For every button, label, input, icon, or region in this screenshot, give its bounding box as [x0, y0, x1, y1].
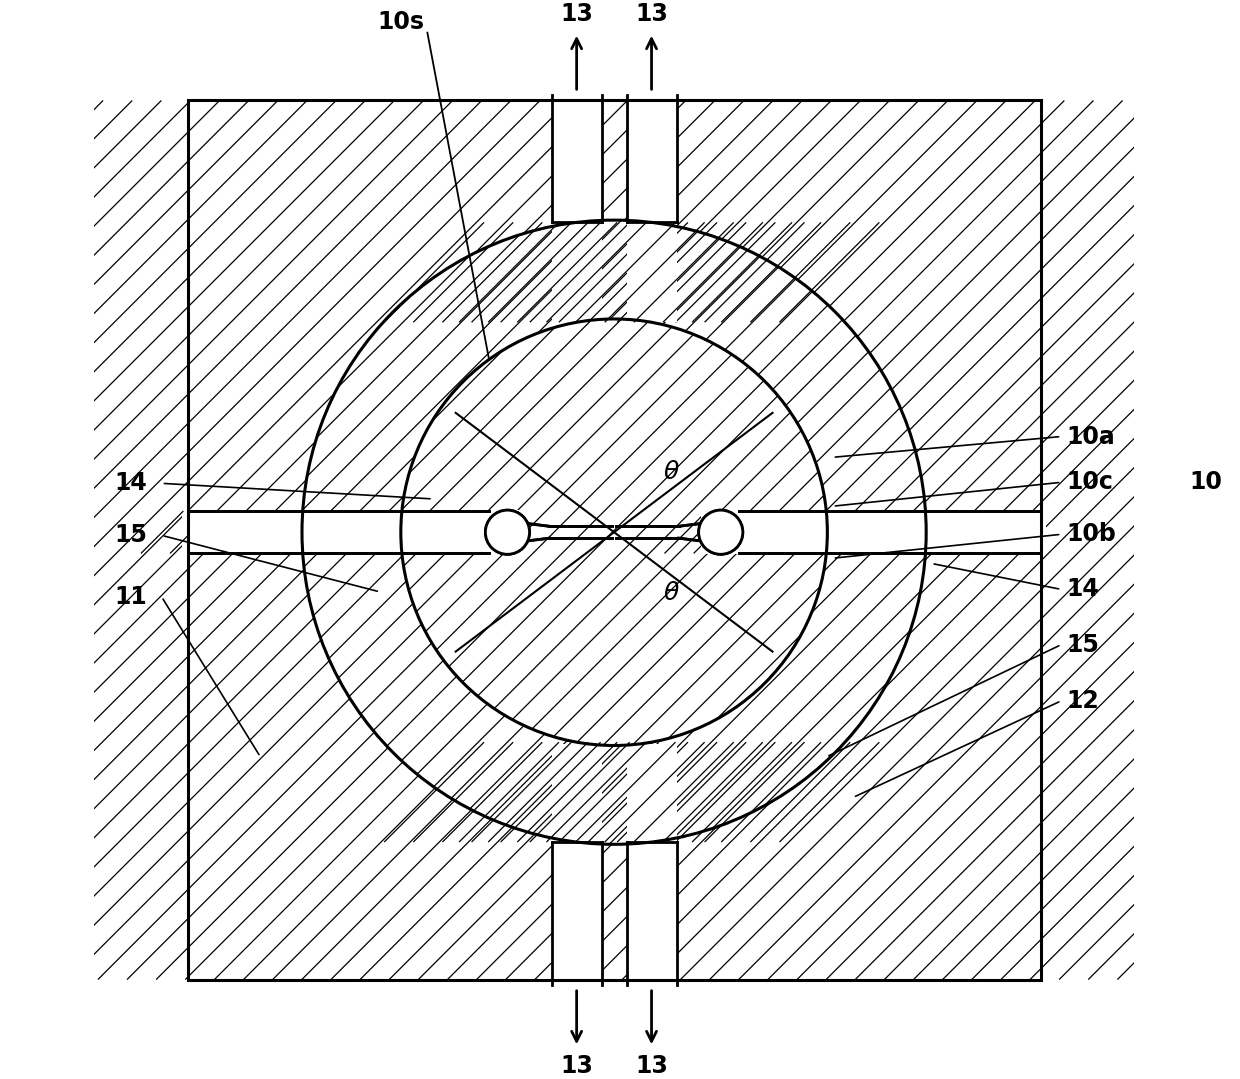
Text: 11: 11: [114, 585, 146, 609]
Circle shape: [485, 510, 529, 555]
Text: 13: 13: [635, 1054, 668, 1078]
Bar: [187, 100, 1040, 980]
Bar: [182, 511, 1045, 554]
Bar: [826, 511, 1040, 554]
Text: 14: 14: [114, 472, 146, 495]
Bar: [552, 745, 601, 982]
Bar: [552, 95, 601, 985]
Bar: [626, 742, 677, 842]
Bar: [552, 222, 601, 323]
Circle shape: [303, 220, 926, 844]
Bar: [552, 742, 601, 842]
Text: 10: 10: [1189, 470, 1223, 494]
Text: 10b: 10b: [1066, 522, 1116, 546]
Text: 10s: 10s: [377, 11, 424, 35]
Bar: [187, 100, 1040, 980]
Text: 13: 13: [560, 2, 593, 26]
Bar: [187, 510, 527, 555]
Bar: [626, 95, 677, 985]
Text: 15: 15: [114, 523, 146, 547]
Circle shape: [698, 510, 743, 555]
Bar: [303, 511, 402, 554]
Text: 10c: 10c: [1066, 470, 1114, 494]
Bar: [187, 511, 402, 554]
Text: 15: 15: [1066, 632, 1100, 657]
Text: $\theta$: $\theta$: [663, 460, 680, 483]
Bar: [552, 98, 601, 323]
Bar: [626, 98, 677, 323]
Text: 14: 14: [1066, 577, 1100, 601]
Circle shape: [485, 510, 529, 555]
Text: 12: 12: [1066, 688, 1100, 713]
Circle shape: [401, 319, 827, 746]
Text: $\theta$: $\theta$: [663, 581, 680, 604]
Bar: [187, 100, 1040, 980]
Bar: [826, 511, 925, 554]
Text: 13: 13: [560, 1054, 593, 1078]
Bar: [626, 222, 677, 323]
Bar: [626, 745, 677, 982]
Circle shape: [698, 510, 743, 555]
Text: 13: 13: [635, 2, 668, 26]
Bar: [701, 510, 1040, 555]
Text: 10a: 10a: [1066, 424, 1115, 449]
